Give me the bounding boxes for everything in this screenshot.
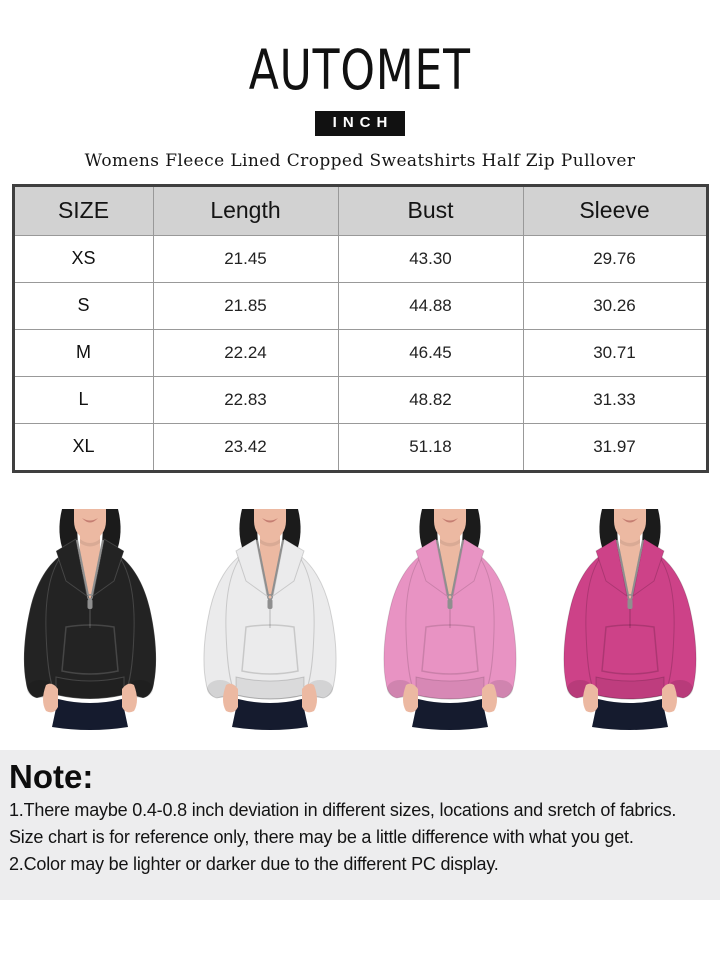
brand-header: AUTOMET INCH Womens Fleece Lined Cropped…: [0, 0, 720, 171]
sleeve-value: 30.71: [522, 328, 708, 377]
column-header-length: Length: [152, 184, 339, 236]
length-value: 23.42: [152, 422, 339, 472]
color-variant-photos: [0, 478, 720, 742]
length-value: 22.83: [152, 375, 339, 424]
note-heading: Note:: [9, 757, 94, 795]
bust-value: 43.30: [337, 234, 524, 283]
sweatshirt-illustration-pink: [360, 479, 540, 742]
sleeve-value: 31.33: [522, 375, 708, 424]
product-photo-white: [180, 478, 360, 742]
brand-title: AUTOMET: [0, 38, 720, 102]
size-label: XL: [12, 422, 154, 472]
unit-badge: INCH: [314, 110, 406, 136]
size-label: XS: [12, 234, 154, 283]
note-line-1: 1.There maybe 0.4-0.8 inch deviation in …: [9, 800, 677, 820]
product-photo-black: [0, 478, 180, 742]
sweatshirt-illustration-rose: [540, 479, 720, 742]
note-line-2: Size chart is for reference only, there …: [9, 827, 634, 847]
column-header-sleeve: Sleeve: [522, 184, 708, 236]
sweatshirt-illustration-black: [0, 479, 180, 742]
unit-badge-row: INCH: [0, 110, 720, 136]
sleeve-value: 29.76: [522, 234, 708, 283]
table-row-s: S 21.85 44.88 30.26: [12, 281, 708, 330]
size-chart-table: SIZE Length Bust Sleeve XS 21.45 43.30 2…: [11, 183, 709, 473]
size-chart-header-row: SIZE Length Bust Sleeve: [12, 184, 708, 236]
sleeve-value: 31.97: [522, 422, 708, 472]
table-row-m: M 22.24 46.45 30.71: [12, 328, 708, 377]
table-row-xl: XL 23.42 51.18 31.97: [12, 422, 708, 472]
sleeve-value: 30.26: [522, 281, 708, 330]
bust-value: 51.18: [337, 422, 524, 472]
table-row-xs: XS 21.45 43.30 29.76: [12, 234, 708, 283]
bust-value: 46.45: [337, 328, 524, 377]
length-value: 21.45: [152, 234, 339, 283]
sweatshirt-illustration-white: [180, 479, 360, 742]
note-line-3: 2.Color may be lighter or darker due to …: [9, 854, 499, 874]
bust-value: 44.88: [337, 281, 524, 330]
column-header-bust: Bust: [337, 184, 524, 236]
product-subtitle: Womens Fleece Lined Cropped Sweatshirts …: [84, 150, 636, 171]
length-value: 21.85: [152, 281, 339, 330]
note-section: Note: 1.There maybe 0.4-0.8 inch deviati…: [0, 749, 720, 900]
table-row-l: L 22.83 48.82 31.33: [12, 375, 708, 424]
length-value: 22.24: [152, 328, 339, 377]
product-photo-rose: [540, 478, 720, 742]
product-photo-pink: [360, 478, 540, 742]
size-label: S: [12, 281, 154, 330]
size-label: M: [12, 328, 154, 377]
brand-name-text: AUTOMET: [248, 38, 472, 102]
column-header-size: SIZE: [12, 184, 154, 236]
bust-value: 48.82: [337, 375, 524, 424]
size-label: L: [12, 375, 154, 424]
